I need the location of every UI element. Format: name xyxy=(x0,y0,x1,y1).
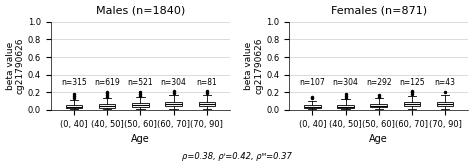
Text: ρ=0.38, ρᴵ=0.42, ρᴹ=0.37: ρ=0.38, ρᴵ=0.42, ρᴹ=0.37 xyxy=(182,152,292,161)
Text: n=619: n=619 xyxy=(94,78,120,87)
X-axis label: Age: Age xyxy=(369,134,388,144)
Title: Females (n=871): Females (n=871) xyxy=(331,6,427,16)
Text: n=292: n=292 xyxy=(366,78,392,87)
X-axis label: Age: Age xyxy=(131,134,150,144)
Text: n=304: n=304 xyxy=(333,78,358,87)
PathPatch shape xyxy=(132,103,149,107)
PathPatch shape xyxy=(404,102,420,106)
Text: n=125: n=125 xyxy=(399,78,425,87)
Y-axis label: beta value
cg21790626: beta value cg21790626 xyxy=(6,38,25,94)
Title: Males (n=1840): Males (n=1840) xyxy=(96,6,185,16)
PathPatch shape xyxy=(371,104,387,107)
Text: n=521: n=521 xyxy=(128,78,153,87)
PathPatch shape xyxy=(165,102,182,106)
PathPatch shape xyxy=(199,102,215,106)
PathPatch shape xyxy=(337,105,354,108)
Y-axis label: beta value
cg21790626: beta value cg21790626 xyxy=(244,38,264,94)
Text: n=304: n=304 xyxy=(161,78,187,87)
PathPatch shape xyxy=(66,105,82,108)
PathPatch shape xyxy=(304,105,320,108)
Text: n=107: n=107 xyxy=(300,78,325,87)
PathPatch shape xyxy=(99,104,116,108)
Text: n=43: n=43 xyxy=(435,78,456,87)
Text: n=315: n=315 xyxy=(61,78,87,87)
PathPatch shape xyxy=(437,102,454,106)
Text: n=81: n=81 xyxy=(196,78,217,87)
